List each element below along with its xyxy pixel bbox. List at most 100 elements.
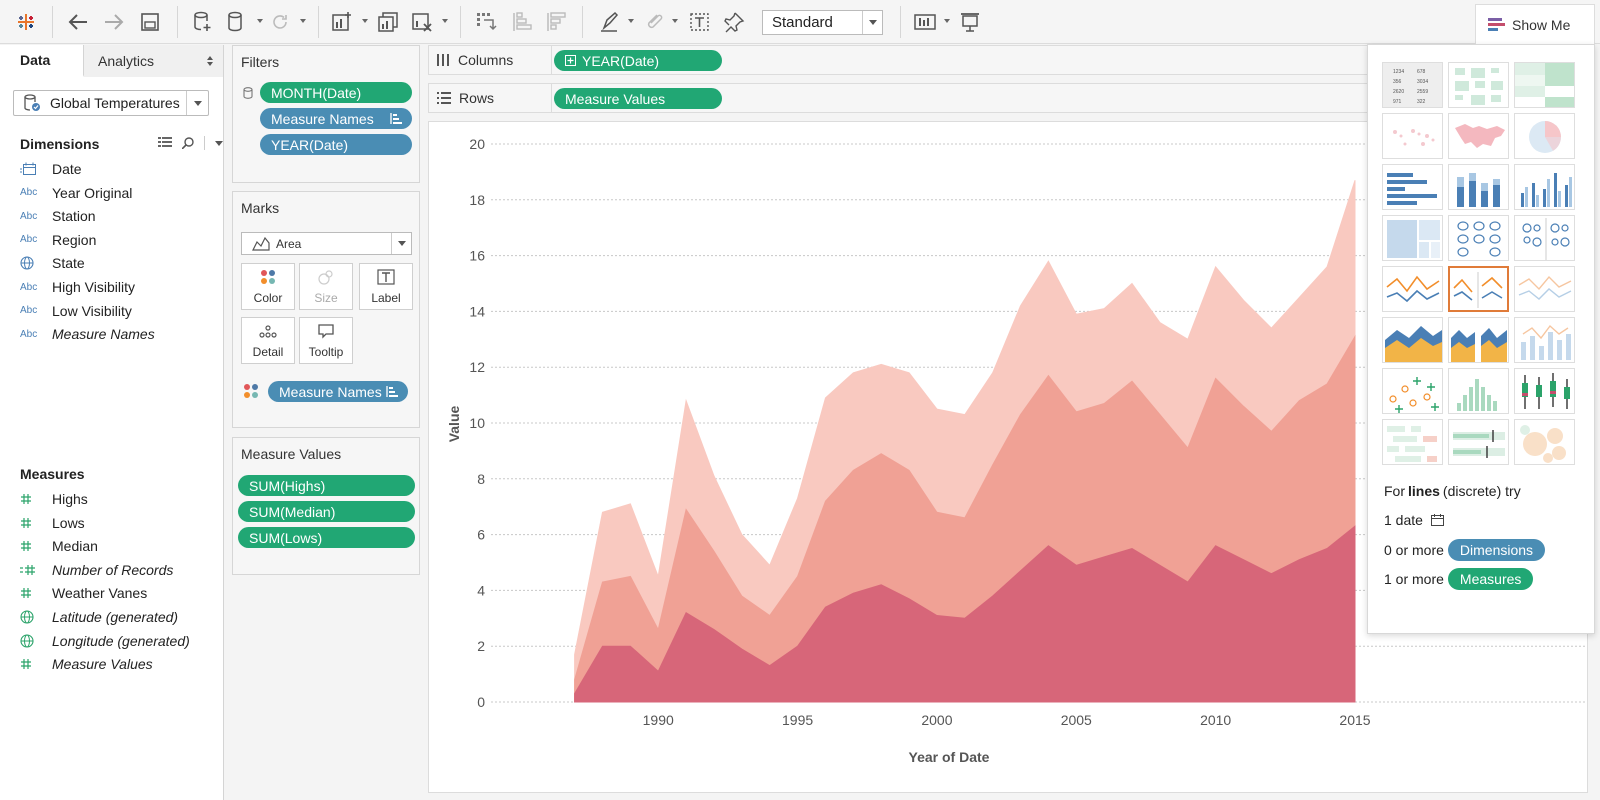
group-members-icon[interactable]	[640, 8, 668, 36]
chevron-down-icon[interactable]	[672, 19, 678, 23]
dimension-field-date[interactable]: Date	[20, 158, 82, 180]
show-me-circle-views[interactable]	[1448, 215, 1509, 261]
filter-pill-measure-names[interactable]: Measure Names	[260, 108, 412, 129]
chevron-down-icon[interactable]	[862, 11, 882, 34]
show-me-heat-map[interactable]	[1448, 62, 1509, 108]
sort-ascending-icon[interactable]	[508, 8, 536, 36]
new-worksheet-icon[interactable]	[328, 8, 356, 36]
show-me-text-table[interactable]: 1234 678 356 3034 2620 2559 971 322	[1382, 62, 1443, 108]
clear-sheet-icon[interactable]	[408, 8, 436, 36]
measure-values-pill[interactable]: SUM(Highs)	[238, 475, 415, 496]
dimension-field-station[interactable]: Abc Station	[20, 205, 96, 227]
show-me-side-by-side-bars[interactable]	[1514, 164, 1575, 210]
pause-updates-icon[interactable]	[222, 8, 250, 36]
dimension-field-state[interactable]: State	[20, 252, 85, 274]
size-button[interactable]: Size	[299, 263, 353, 310]
highlight-icon[interactable]	[596, 8, 624, 36]
redo-icon[interactable]	[100, 8, 128, 36]
expand-icon[interactable]	[565, 55, 576, 66]
undo-icon[interactable]	[64, 8, 92, 36]
show-me-horizontal-bars[interactable]	[1382, 164, 1443, 210]
chevron-down-icon[interactable]	[628, 19, 634, 23]
fit-dropdown[interactable]: Standard	[762, 10, 883, 35]
label-button[interactable]: Label	[359, 263, 413, 310]
new-datasource-icon[interactable]	[188, 8, 216, 36]
rows-pill-measure-values[interactable]: Measure Values	[554, 88, 722, 109]
measure-field-lows[interactable]: Lows	[20, 512, 85, 534]
area-series-sum-lows[interactable]	[574, 525, 1356, 703]
measure-field-median[interactable]: Median	[20, 535, 98, 557]
show-me-button[interactable]: Show Me	[1475, 4, 1595, 44]
show-me-area-continuous[interactable]	[1382, 317, 1443, 363]
show-mark-labels-icon[interactable]	[686, 8, 714, 36]
measure-field-measure-values[interactable]: Measure Values	[20, 653, 153, 675]
datasource-select[interactable]: Global Temperatures	[13, 90, 209, 116]
show-me-bullet-graph[interactable]	[1448, 419, 1509, 465]
chevron-down-icon[interactable]	[257, 19, 263, 23]
show-me-histogram[interactable]	[1448, 368, 1509, 414]
dimension-field-low-visibility[interactable]: Abc Low Visibility	[20, 300, 132, 322]
show-me-treemap[interactable]	[1382, 215, 1443, 261]
show-me-discrete-lines[interactable]	[1448, 266, 1509, 312]
rows-shelf[interactable]: Rows Measure Values	[428, 83, 1370, 113]
date-field-icon	[20, 162, 36, 175]
dimension-field-year-original[interactable]: Abc Year Original	[20, 182, 132, 204]
mark-type-dropdown[interactable]: Area	[241, 232, 412, 255]
show-me-highlight-table[interactable]	[1514, 62, 1575, 108]
measure-values-pill[interactable]: SUM(Lows)	[238, 527, 415, 548]
chevron-down-icon[interactable]	[944, 19, 950, 23]
show-me-dual-lines[interactable]	[1514, 266, 1575, 312]
filter-pill-year-date[interactable]: YEAR(Date)	[260, 134, 412, 155]
dimensions-badge: Dimensions	[1447, 539, 1546, 561]
measure-values-pill[interactable]: SUM(Median)	[238, 501, 415, 522]
tableau-logo-icon[interactable]	[12, 8, 40, 36]
color-button[interactable]: Color	[241, 263, 295, 310]
rows-pill-label: Measure Values	[565, 90, 666, 107]
show-me-continuous-lines[interactable]	[1382, 266, 1443, 312]
save-icon[interactable]	[136, 8, 164, 36]
dimension-field-high-visibility[interactable]: Abc High Visibility	[20, 276, 135, 298]
show-me-symbol-map[interactable]	[1382, 113, 1443, 159]
tab-data[interactable]: Data	[0, 45, 84, 77]
chevron-down-icon[interactable]	[300, 19, 306, 23]
show-me-box-whisker[interactable]	[1514, 368, 1575, 414]
pin-axes-icon[interactable]	[720, 8, 748, 36]
show-me-pie-chart[interactable]	[1514, 113, 1575, 159]
show-me-gantt[interactable]	[1382, 419, 1443, 465]
columns-shelf[interactable]: Columns YEAR(Date)	[428, 45, 1370, 75]
measure-field-number-of-records[interactable]: Number of Records	[20, 559, 173, 581]
chevron-down-icon[interactable]	[215, 140, 223, 146]
sort-descending-icon[interactable]	[542, 8, 570, 36]
tooltip-button[interactable]: Tooltip	[299, 317, 353, 364]
measure-field-longitude-generated[interactable]: Longitude (generated)	[20, 630, 190, 652]
chevron-down-icon[interactable]	[442, 19, 448, 23]
show-me-area-discrete[interactable]	[1448, 317, 1509, 363]
marks-pill-measure-names[interactable]: Measure Names	[268, 381, 408, 402]
chevron-down-icon[interactable]	[362, 19, 368, 23]
show-me-stacked-bars[interactable]	[1448, 164, 1509, 210]
swap-rows-columns-icon[interactable]	[472, 8, 500, 36]
presentation-mode-icon[interactable]	[956, 8, 984, 36]
show-me-filled-map[interactable]	[1448, 113, 1509, 159]
chevron-down-icon[interactable]	[186, 91, 208, 115]
show-me-side-by-side-circles[interactable]	[1514, 215, 1575, 261]
measure-field-weather-vanes[interactable]: Weather Vanes	[20, 582, 147, 604]
show-cards-icon[interactable]	[912, 8, 940, 36]
measure-field-latitude-generated[interactable]: Latitude (generated)	[20, 606, 178, 628]
show-me-dual-combination[interactable]	[1514, 317, 1575, 363]
show-me-packed-bubbles[interactable]	[1514, 419, 1575, 465]
area-chart[interactable]: 0 2 4 6 8 10 12 14 16 18 20 1990 1995 2000 2005 2010 20…	[429, 122, 1587, 792]
refresh-icon[interactable]	[266, 8, 294, 36]
tab-analytics[interactable]: Analytics	[84, 45, 223, 77]
columns-pill-year-date[interactable]: YEAR(Date)	[554, 50, 722, 71]
show-me-scatter-plot[interactable]	[1382, 368, 1443, 414]
view-list-icon[interactable]	[158, 137, 172, 149]
duplicate-sheet-icon[interactable]	[374, 8, 402, 36]
dimension-field-region[interactable]: Abc Region	[20, 229, 96, 251]
measure-field-highs[interactable]: Highs	[20, 488, 88, 510]
detail-button[interactable]: Detail	[241, 317, 295, 364]
filter-pill-month-date[interactable]: MONTH(Date)	[260, 82, 412, 103]
dimension-field-measure-names[interactable]: Abc Measure Names	[20, 323, 155, 345]
chevron-down-icon[interactable]	[391, 233, 411, 254]
search-icon[interactable]	[182, 137, 194, 149]
